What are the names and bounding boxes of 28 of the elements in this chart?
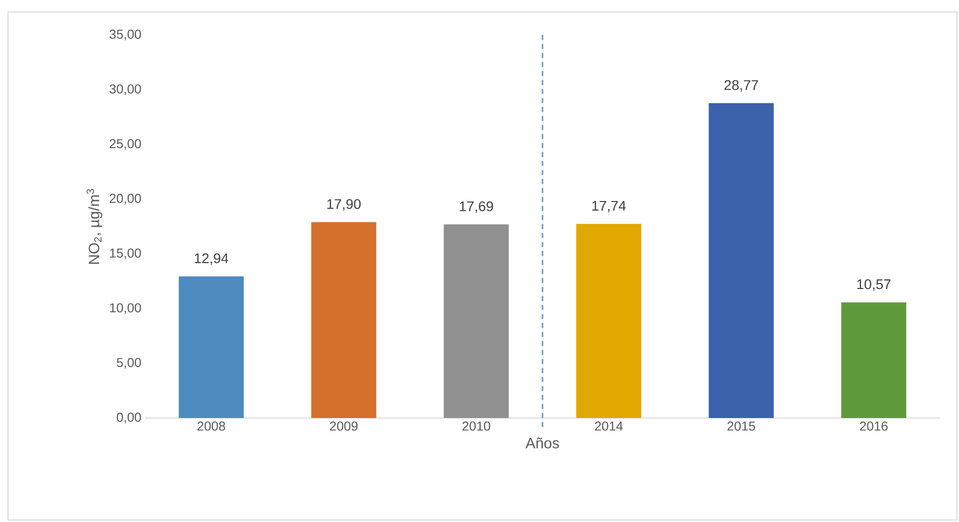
data-label: 28,77 (724, 80, 758, 92)
data-label: 17,69 (460, 201, 494, 213)
data-label: 12,94 (194, 253, 228, 265)
x-tick-label: 2009 (330, 422, 358, 431)
bar (708, 103, 774, 418)
y-tick-label: 0,00 (116, 412, 141, 424)
y-tick-label: 20,00 (110, 194, 141, 204)
bar (576, 224, 642, 418)
x-tick-label: 2016 (860, 422, 888, 431)
y-tick-label: 10,00 (110, 303, 141, 314)
y-tick-label: 30,00 (110, 84, 141, 96)
bar (311, 222, 376, 418)
data-label: 17,74 (592, 200, 626, 212)
x-tick-label: 2010 (462, 422, 490, 431)
x-tick-label: 2008 (198, 422, 226, 431)
y-tick-label: 15,00 (110, 248, 141, 260)
data-label: 10,57 (857, 279, 891, 291)
y-tick-label: 35,00 (110, 30, 141, 40)
x-tick-label: 2014 (595, 422, 623, 431)
bar (841, 302, 906, 418)
y-tick-label: 5,00 (116, 358, 141, 369)
y-axis-title: NO$_{2}$, µg/m$^{3}$ (86, 189, 102, 264)
bar (178, 276, 244, 418)
y-tick-label: 25,00 (110, 139, 141, 150)
x-tick-label: 2015 (728, 422, 756, 431)
data-label: 17,90 (327, 199, 361, 211)
x-axis-title: Años (526, 438, 559, 448)
bar (444, 224, 509, 418)
